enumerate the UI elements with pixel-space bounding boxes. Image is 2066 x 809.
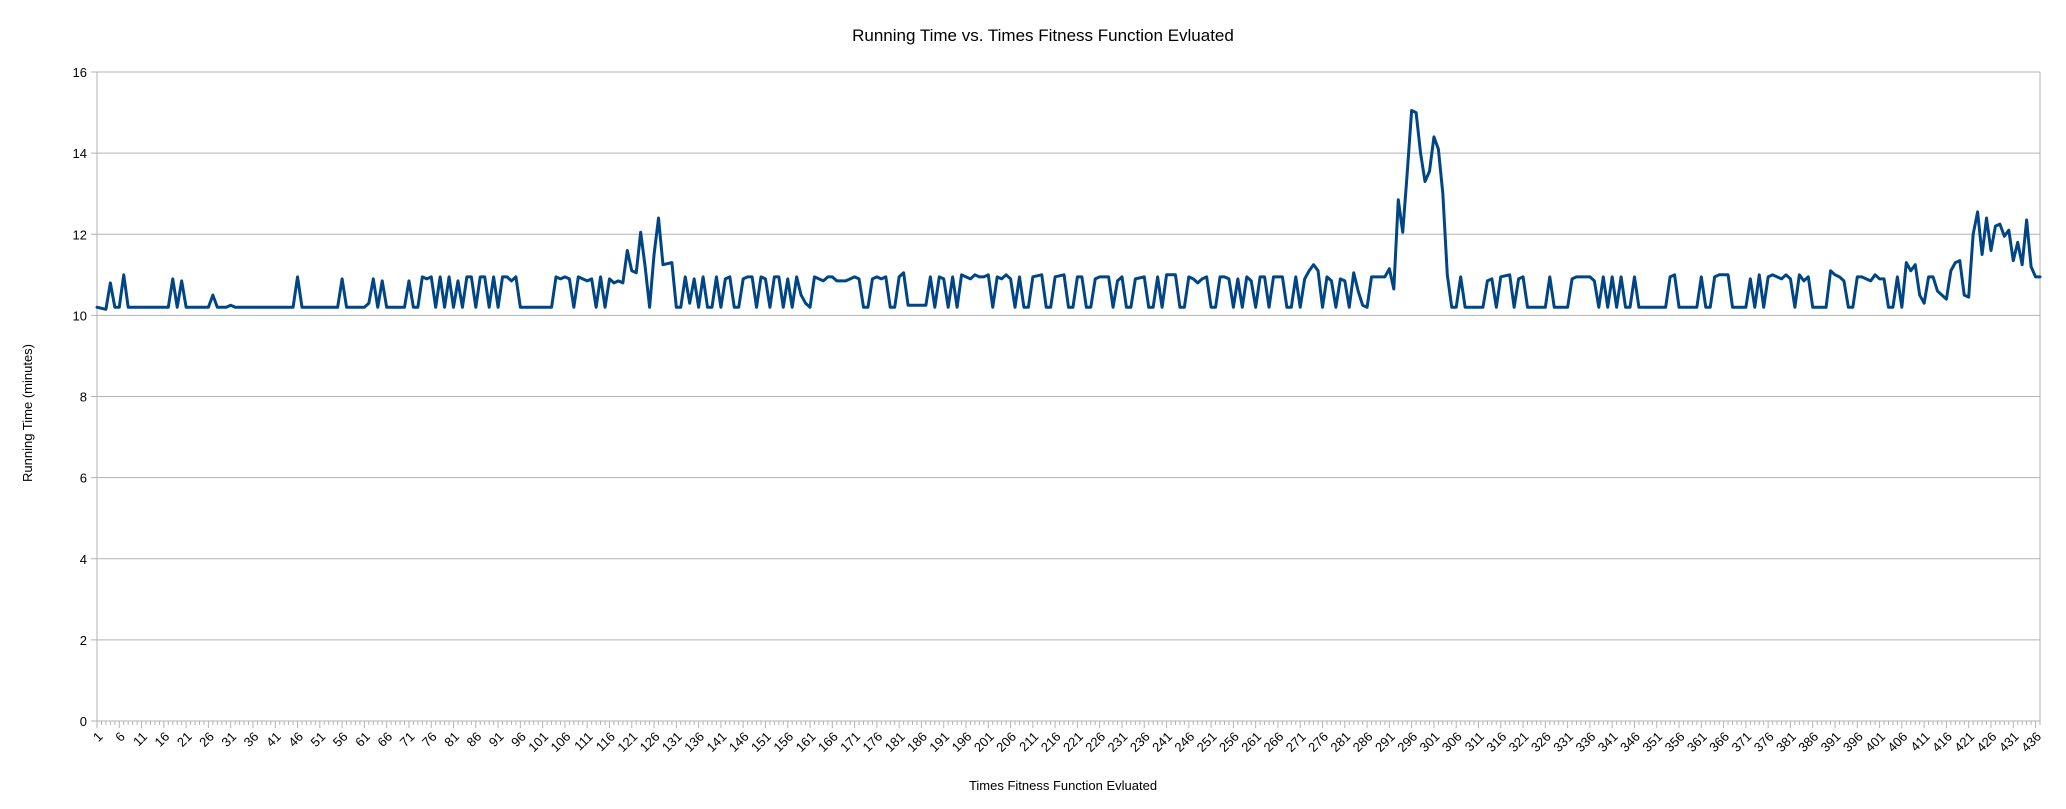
y-tick-label: 4: [80, 552, 87, 567]
y-tick-label: 12: [73, 227, 87, 242]
x-axis-title: Times Fitness Function Evluated: [969, 778, 1157, 793]
y-tick-label: 10: [73, 308, 87, 323]
chart-title: Running Time vs. Times Fitness Function …: [852, 26, 1234, 45]
y-axis-title: Running Time (minutes): [20, 344, 35, 482]
y-tick-label: 8: [80, 390, 87, 405]
y-tick-label: 16: [73, 65, 87, 80]
series-line-0: [95, 109, 2042, 311]
y-tick-labels: 0 2 4 6 8 10 12 14 16: [73, 65, 87, 729]
series-layer: [95, 109, 2042, 311]
y-tick-label: 0: [80, 714, 87, 729]
gridlines: [97, 71, 2040, 722]
y-tick-label: 6: [80, 471, 87, 486]
axes: [91, 71, 2041, 728]
y-tick-label: 2: [80, 633, 87, 648]
y-tick-label: 14: [73, 146, 87, 161]
